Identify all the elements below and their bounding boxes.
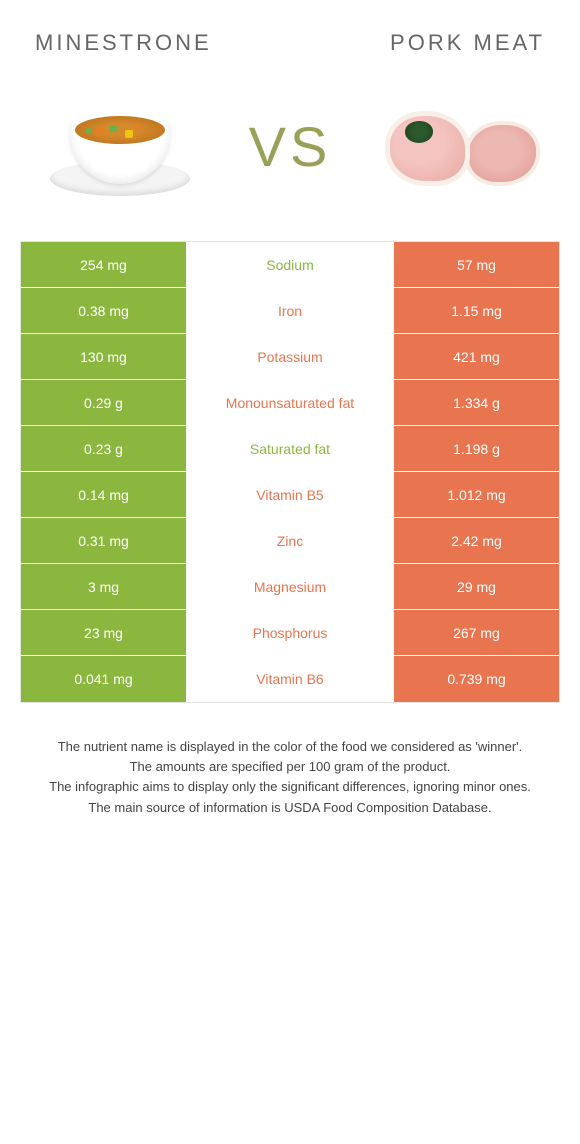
left-value-cell: 23 mg — [21, 610, 186, 655]
left-value-cell: 3 mg — [21, 564, 186, 609]
table-row: 254 mgSodium57 mg — [21, 242, 559, 288]
table-row: 130 mgPotassium421 mg — [21, 334, 559, 380]
nutrient-name-cell: Magnesium — [186, 564, 394, 609]
right-value-cell: 0.739 mg — [394, 656, 559, 702]
vs-row: VS — [20, 81, 560, 211]
right-value-cell: 1.198 g — [394, 426, 559, 471]
nutrient-name-cell: Iron — [186, 288, 394, 333]
right-food-title: Pork meat — [390, 30, 545, 56]
right-value-cell: 1.15 mg — [394, 288, 559, 333]
nutrient-name-cell: Vitamin B6 — [186, 656, 394, 702]
footnote-line: The amounts are specified per 100 gram o… — [40, 758, 540, 776]
left-value-cell: 0.23 g — [21, 426, 186, 471]
minestrone-icon — [40, 86, 200, 206]
table-row: 0.38 mgIron1.15 mg — [21, 288, 559, 334]
right-value-cell: 421 mg — [394, 334, 559, 379]
left-value-cell: 130 mg — [21, 334, 186, 379]
left-value-cell: 254 mg — [21, 242, 186, 287]
comparison-table: 254 mgSodium57 mg0.38 mgIron1.15 mg130 m… — [20, 241, 560, 703]
left-food-image — [30, 81, 210, 211]
table-row: 23 mgPhosphorus267 mg — [21, 610, 559, 656]
vs-label: VS — [249, 114, 332, 179]
footnote-line: The nutrient name is displayed in the co… — [40, 738, 540, 756]
table-row: 0.31 mgZinc2.42 mg — [21, 518, 559, 564]
footnote-line: The main source of information is USDA F… — [40, 799, 540, 817]
nutrient-name-cell: Sodium — [186, 242, 394, 287]
left-value-cell: 0.14 mg — [21, 472, 186, 517]
header: Minestrone Pork meat — [20, 30, 560, 56]
right-value-cell: 57 mg — [394, 242, 559, 287]
nutrient-name-cell: Saturated fat — [186, 426, 394, 471]
table-row: 0.29 gMonounsaturated fat1.334 g — [21, 380, 559, 426]
table-row: 0.041 mgVitamin B60.739 mg — [21, 656, 559, 702]
left-value-cell: 0.29 g — [21, 380, 186, 425]
nutrient-name-cell: Monounsaturated fat — [186, 380, 394, 425]
footnotes: The nutrient name is displayed in the co… — [20, 738, 560, 817]
right-value-cell: 29 mg — [394, 564, 559, 609]
nutrient-name-cell: Zinc — [186, 518, 394, 563]
left-value-cell: 0.38 mg — [21, 288, 186, 333]
left-food-title: Minestrone — [35, 30, 212, 56]
right-food-image — [370, 81, 550, 211]
nutrient-name-cell: Vitamin B5 — [186, 472, 394, 517]
left-value-cell: 0.041 mg — [21, 656, 186, 702]
right-value-cell: 2.42 mg — [394, 518, 559, 563]
right-value-cell: 1.334 g — [394, 380, 559, 425]
table-row: 3 mgMagnesium29 mg — [21, 564, 559, 610]
nutrient-name-cell: Phosphorus — [186, 610, 394, 655]
table-row: 0.14 mgVitamin B51.012 mg — [21, 472, 559, 518]
footnote-line: The infographic aims to display only the… — [40, 778, 540, 796]
left-value-cell: 0.31 mg — [21, 518, 186, 563]
right-value-cell: 1.012 mg — [394, 472, 559, 517]
right-value-cell: 267 mg — [394, 610, 559, 655]
table-row: 0.23 gSaturated fat1.198 g — [21, 426, 559, 472]
nutrient-name-cell: Potassium — [186, 334, 394, 379]
pork-icon — [375, 86, 545, 206]
